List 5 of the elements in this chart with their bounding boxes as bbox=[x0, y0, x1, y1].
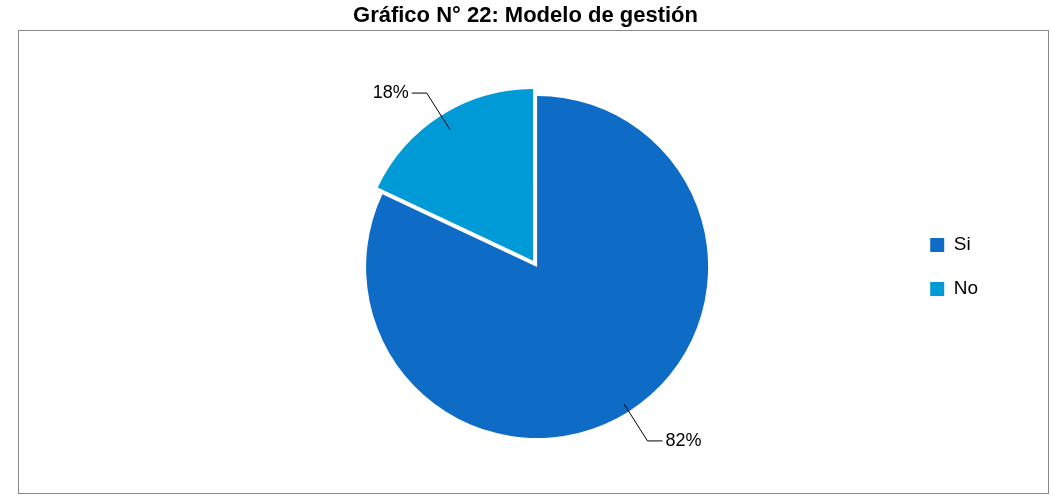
legend-label: No bbox=[953, 277, 979, 299]
legend-label: Si bbox=[953, 233, 971, 255]
data-label: 18% bbox=[372, 82, 409, 103]
data-label: 82% bbox=[665, 429, 702, 450]
chart-title: Gráfico N° 22: Modelo de gestión bbox=[352, 2, 699, 28]
